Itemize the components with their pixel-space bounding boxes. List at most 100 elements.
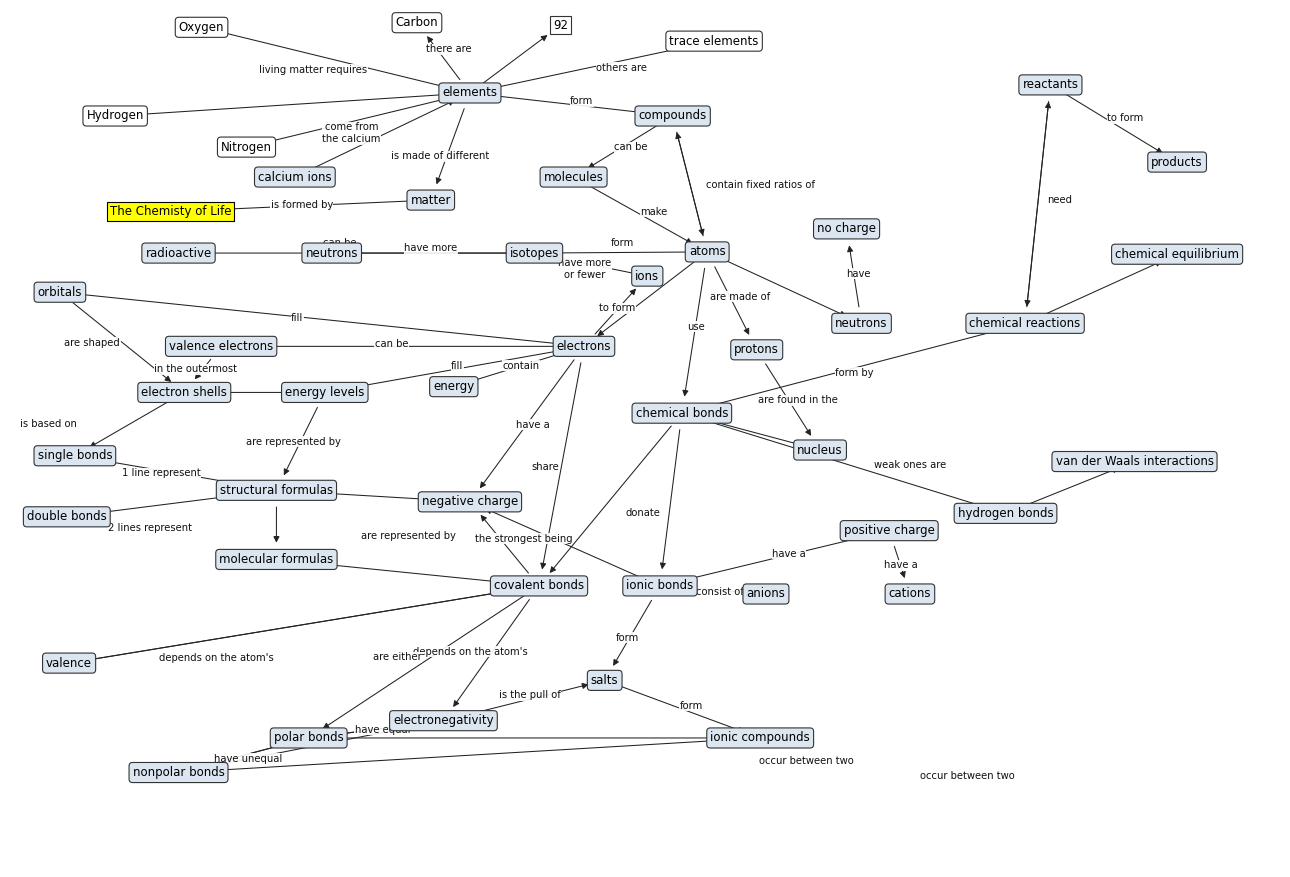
- Text: Hydrogen: Hydrogen: [86, 110, 144, 123]
- Text: valence: valence: [46, 657, 92, 670]
- Text: there are: there are: [427, 44, 472, 54]
- Text: negative charge: negative charge: [422, 496, 519, 509]
- Text: nucleus: nucleus: [797, 444, 842, 457]
- Text: neutrons: neutrons: [306, 246, 357, 260]
- Text: contain fixed ratios of: contain fixed ratios of: [706, 180, 815, 190]
- Text: fill: fill: [451, 361, 463, 371]
- Text: form by: form by: [836, 367, 873, 378]
- Text: cations: cations: [889, 588, 931, 601]
- Text: can be: can be: [614, 142, 648, 152]
- Text: Nitrogen: Nitrogen: [221, 140, 272, 153]
- Text: electronegativity: electronegativity: [393, 714, 494, 727]
- Text: molecular formulas: molecular formulas: [219, 553, 334, 566]
- Text: form: form: [610, 238, 633, 247]
- Text: compounds: compounds: [639, 110, 707, 123]
- Text: are found in the: are found in the: [759, 396, 838, 405]
- Text: the strongest being: the strongest being: [475, 534, 573, 544]
- Text: salts: salts: [591, 674, 618, 687]
- Text: occur between two: occur between two: [759, 756, 854, 766]
- Text: contain: contain: [502, 361, 539, 371]
- Text: to form: to form: [1107, 113, 1143, 124]
- Text: van der Waals interactions: van der Waals interactions: [1055, 455, 1214, 468]
- Text: calcium ions: calcium ions: [258, 170, 332, 183]
- Text: trace elements: trace elements: [670, 34, 759, 47]
- Text: orbitals: orbitals: [37, 286, 83, 299]
- Text: molecules: molecules: [543, 170, 604, 183]
- Text: radioactive: radioactive: [146, 246, 212, 260]
- Text: in the outermost: in the outermost: [155, 364, 237, 374]
- Text: are represented by: are represented by: [246, 437, 341, 447]
- Text: single bonds: single bonds: [37, 449, 112, 462]
- Text: are represented by: are represented by: [361, 531, 457, 541]
- Text: have unequal: have unequal: [214, 753, 281, 764]
- Text: products: products: [1151, 155, 1204, 168]
- Text: Oxygen: Oxygen: [179, 21, 224, 34]
- Text: is the pull of: is the pull of: [499, 690, 561, 701]
- Text: ions: ions: [635, 269, 659, 282]
- Text: valence electrons: valence electrons: [169, 340, 273, 353]
- Text: consist of: consist of: [695, 587, 744, 596]
- Text: others are: others are: [596, 62, 648, 73]
- Text: can be: can be: [375, 339, 409, 349]
- Text: depends on the atom's: depends on the atom's: [159, 653, 273, 664]
- Text: living matter requires: living matter requires: [259, 65, 368, 75]
- Text: make: make: [641, 207, 668, 217]
- Text: The Chemisty of Life: The Chemisty of Life: [110, 205, 231, 218]
- Text: occur between two: occur between two: [920, 771, 1015, 781]
- Text: chemical bonds: chemical bonds: [636, 407, 728, 420]
- Text: have a: have a: [884, 560, 917, 570]
- Text: elements: elements: [442, 87, 498, 99]
- Text: no charge: no charge: [817, 223, 876, 235]
- Text: use: use: [686, 322, 704, 332]
- Text: isotopes: isotopes: [510, 246, 559, 260]
- Text: donate: donate: [626, 509, 660, 518]
- Text: come from
the calcium: come from the calcium: [322, 123, 381, 144]
- Text: form: form: [680, 701, 703, 710]
- Text: double bonds: double bonds: [27, 510, 107, 524]
- Text: 92: 92: [553, 18, 569, 32]
- Text: hydrogen bonds: hydrogen bonds: [957, 507, 1054, 520]
- Text: electrons: electrons: [557, 340, 611, 353]
- Text: energy levels: energy levels: [285, 386, 365, 399]
- Text: energy: energy: [433, 380, 475, 393]
- Text: have: have: [846, 268, 871, 279]
- Text: can be: can be: [322, 238, 356, 247]
- Text: share: share: [531, 462, 559, 473]
- Text: protons: protons: [734, 343, 779, 356]
- Text: ionic bonds: ionic bonds: [627, 580, 694, 593]
- Text: depends on the atom's: depends on the atom's: [413, 646, 528, 657]
- Text: 2 lines represent: 2 lines represent: [108, 524, 192, 533]
- Text: anions: anions: [747, 588, 786, 601]
- Text: have more
or fewer: have more or fewer: [559, 259, 611, 280]
- Text: 1 line represent: 1 line represent: [121, 468, 201, 478]
- Text: have more: have more: [404, 244, 458, 253]
- Text: atoms: atoms: [689, 246, 725, 259]
- Text: have equal: have equal: [355, 725, 410, 735]
- Text: matter: matter: [410, 194, 452, 207]
- Text: are shaped: are shaped: [64, 338, 120, 348]
- Text: form: form: [617, 633, 640, 643]
- Text: ionic compounds: ionic compounds: [711, 731, 810, 745]
- Text: positive charge: positive charge: [844, 524, 935, 537]
- Text: chemical reactions: chemical reactions: [970, 317, 1081, 330]
- Text: is made of different: is made of different: [391, 152, 489, 161]
- Text: is formed by: is formed by: [271, 200, 333, 210]
- Text: form: form: [570, 96, 593, 106]
- Text: electron shells: electron shells: [142, 386, 227, 399]
- Text: need: need: [1047, 195, 1072, 205]
- Text: weak ones are: weak ones are: [873, 460, 946, 470]
- Text: covalent bonds: covalent bonds: [494, 580, 584, 593]
- Text: polar bonds: polar bonds: [273, 731, 343, 745]
- Text: is based on: is based on: [19, 418, 77, 429]
- Text: are made of: are made of: [711, 292, 770, 302]
- Text: structural formulas: structural formulas: [219, 484, 333, 497]
- Text: have a: have a: [516, 420, 550, 430]
- Text: chemical equilibrium: chemical equilibrium: [1115, 247, 1240, 260]
- Text: reactants: reactants: [1023, 78, 1078, 91]
- Text: are either: are either: [373, 652, 422, 662]
- Text: neutrons: neutrons: [836, 317, 888, 330]
- Text: to form: to form: [600, 303, 636, 313]
- Text: have a: have a: [773, 549, 806, 559]
- Text: fill: fill: [292, 312, 303, 323]
- Text: Carbon: Carbon: [396, 16, 439, 29]
